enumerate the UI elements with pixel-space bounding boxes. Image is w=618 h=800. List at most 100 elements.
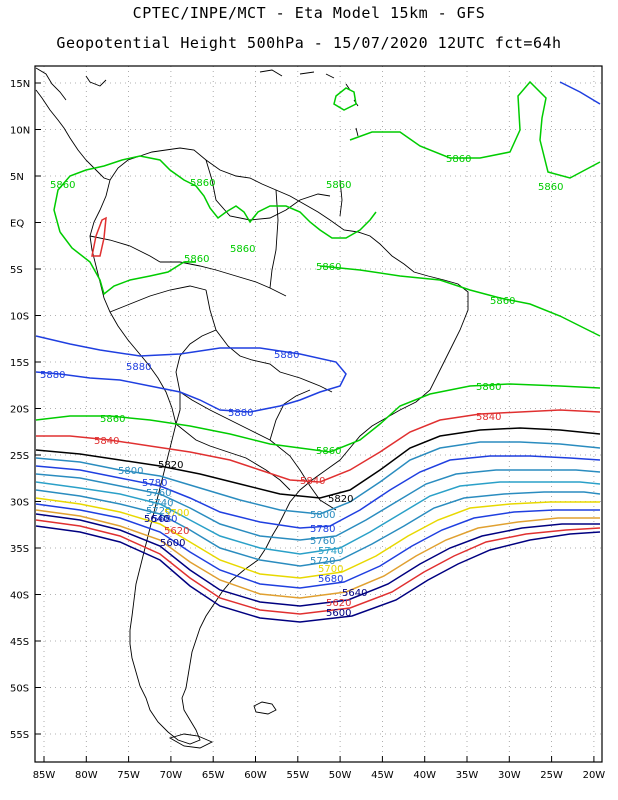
country-borders [89, 159, 343, 511]
contour-5640 [35, 513, 600, 607]
contour-label: 5640 [342, 588, 367, 599]
contour-label: 5860 [490, 296, 515, 307]
latitude-tick-label: 40S [10, 591, 29, 602]
map-frame [34, 65, 603, 763]
longitude-tick-label: 20W [583, 770, 606, 781]
contour-label: 5840 [94, 436, 119, 447]
contour-label: 5860 [184, 254, 209, 265]
contour-label: 5860 [538, 182, 563, 193]
longitude-tick-label: 30W [498, 770, 521, 781]
contour-label: 5840 [300, 476, 325, 487]
latitude-tick-label: 5S [10, 265, 23, 276]
contour-5860-south [35, 383, 601, 453]
longitude-tick-label: 85W [33, 770, 56, 781]
contour-label: 5880 [274, 350, 299, 361]
longitude-tick-label: 45W [371, 770, 394, 781]
contour-label: 5800 [118, 466, 143, 477]
latitude-tick-label: 35S [10, 544, 29, 555]
contour-5780 [35, 455, 601, 529]
longitude-tick-label: 35W [456, 770, 479, 781]
contour-label: 5720 [310, 556, 335, 567]
contour-5740 [35, 481, 601, 555]
contour-label: 5740 [148, 498, 173, 509]
latitude-tick-label: 15N [10, 79, 30, 90]
longitude-tick-label: 65W [202, 770, 225, 781]
contour-label: 5860 [190, 178, 215, 189]
contour-5720 [35, 489, 601, 567]
contour-label: 5700 [318, 564, 343, 575]
contour-label: 5600 [326, 608, 351, 619]
contour-5620 [35, 519, 601, 615]
contour-5860-north [53, 155, 377, 296]
contour-5660 [35, 509, 600, 599]
contour-label: 5860 [316, 262, 341, 273]
contour-label: 5880 [228, 408, 253, 419]
falklands [253, 701, 277, 715]
contour-label: 5780 [310, 524, 335, 535]
contour-label: 5620 [164, 526, 189, 537]
contour-label: 5860 [230, 244, 255, 255]
latitude-tick-label: 30S [10, 498, 29, 509]
contour-5820 [35, 427, 601, 499]
contour-5880-south [35, 335, 347, 413]
longitude-tick-label: 60W [244, 770, 267, 781]
contour-5600 [35, 525, 601, 623]
longitude-tick-label: 55W [286, 770, 309, 781]
contour-5860-east [319, 265, 601, 337]
contour-label: 5760 [146, 488, 171, 499]
contour-label: 5620 [326, 598, 351, 609]
map-title-line-1: CPTEC/INPE/MCT - Eta Model 15km - GFS [132, 4, 486, 22]
contour-5880-north [559, 81, 601, 105]
latitude-tick-label: 10N [10, 126, 30, 137]
longitude-tick-label: 25W [540, 770, 563, 781]
latitude-tick-label: EQ [10, 219, 24, 230]
contour-labels: 5860 5860 5860 5860 5860 5860 5860 5860 … [40, 154, 563, 619]
contour-label: 5740 [318, 546, 343, 557]
contour-label: 5800 [310, 510, 335, 521]
contour-label: 5760 [310, 536, 335, 547]
contour-label: 5600 [160, 538, 185, 549]
longitude-tick-label: 50W [329, 770, 352, 781]
contour-label: 5860 [50, 180, 75, 191]
coastlines [35, 67, 469, 749]
longitude-tick-label: 75W [117, 770, 140, 781]
contour-label: 5820 [328, 494, 353, 505]
latitude-tick-label: 5N [10, 172, 24, 183]
contours [35, 80, 601, 623]
contour-label: 5720 [146, 506, 171, 517]
contour-label: 5860 [476, 382, 501, 393]
caribbean-islands [259, 69, 359, 137]
contour-label: 5860 [326, 180, 351, 191]
latitude-tick-label: 10S [10, 312, 29, 323]
longitude-tick-label: 80W [75, 770, 98, 781]
contour-5860-island [333, 87, 357, 111]
contour-5860-atl [349, 80, 601, 179]
latitude-tick-label: 50S [10, 684, 29, 695]
contour-5700 [35, 497, 600, 579]
contour-5840 [36, 409, 601, 483]
tierra-del-fuego [168, 733, 214, 749]
latitude-tick-label: 25S [10, 451, 29, 462]
longitude-tick-label: 40W [413, 770, 436, 781]
contour-label: 5880 [40, 370, 65, 381]
map-title-line-2: Geopotential Height 500hPa - 15/07/2020 … [56, 34, 562, 52]
contour-5800 [35, 441, 601, 515]
latitude-tick-label: 20S [10, 405, 29, 416]
contour-label: 5860 [100, 414, 125, 425]
latitude-tick-label: 45S [10, 637, 29, 648]
contour-label: 5680 [152, 514, 177, 525]
longitude-tick-label: 70W [160, 770, 183, 781]
central-america-coast [35, 67, 111, 181]
latitude-tick-label: 15S [10, 358, 29, 369]
contour-label: 5700 [164, 508, 189, 519]
contour-label: 5640 [144, 514, 169, 525]
graticule [35, 66, 602, 762]
contour-label: 5680 [318, 574, 343, 585]
contour-5860-andes [91, 216, 107, 257]
contour-5760 [35, 469, 601, 541]
contour-5680 [35, 503, 600, 589]
south-america-coast [89, 147, 469, 745]
contour-label: 5860 [316, 446, 341, 457]
contour-label: 5780 [142, 478, 167, 489]
